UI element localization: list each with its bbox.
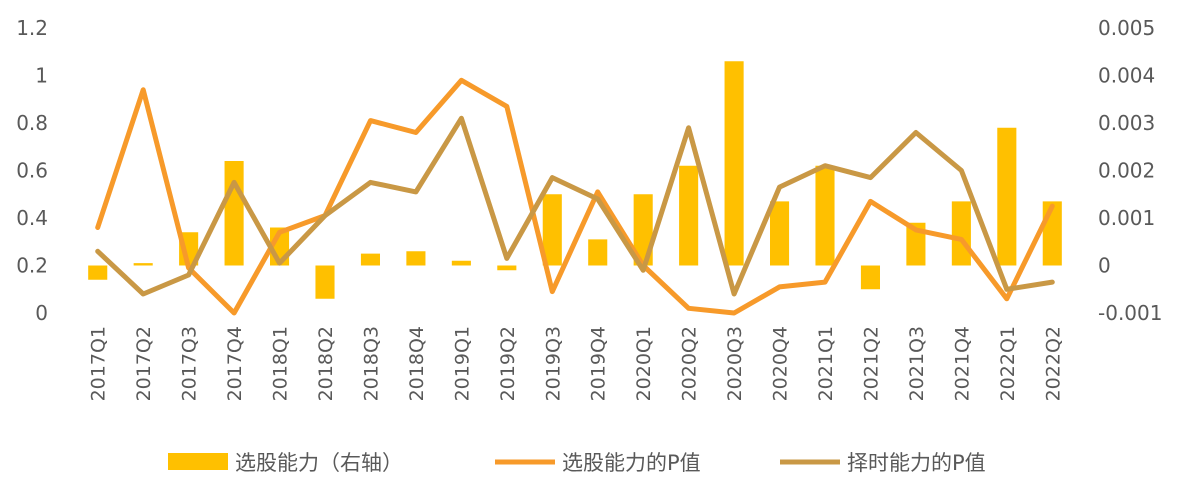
- bar: [497, 265, 517, 271]
- x-tick-label: 2020Q1: [633, 326, 655, 401]
- left-tick-label: 0.2: [16, 254, 48, 278]
- left-tick-label: 0.4: [16, 206, 48, 230]
- right-tick-label: 0.002: [1098, 159, 1155, 183]
- x-tick-label: 2022Q1: [997, 326, 1019, 401]
- legend-swatch-bar: [168, 453, 228, 470]
- x-tick-label: 2018Q2: [315, 326, 337, 401]
- bar: [951, 201, 971, 266]
- x-axis-ticks: 2017Q1 2017Q2 2017Q3 2017Q4 2018Q1 2018Q2 2018…: [88, 326, 1065, 401]
- left-tick-label: 1.2: [16, 16, 48, 40]
- bar: [133, 263, 153, 266]
- legend-label-line-2: 择时能力的P值: [847, 451, 986, 475]
- x-tick-label: 2020Q4: [770, 326, 792, 401]
- right-tick-label: 0.003: [1098, 111, 1155, 135]
- left-tick-label: 0.8: [16, 111, 48, 135]
- legend: 选股能力（右轴） 选股能力的P值 择时能力的P值: [168, 451, 986, 475]
- bar: [997, 127, 1017, 266]
- bar: [770, 201, 790, 266]
- x-tick-label: 2019Q1: [451, 326, 473, 401]
- x-tick-label: 2018Q1: [270, 326, 292, 401]
- x-tick-label: 2021Q3: [906, 326, 928, 401]
- x-tick-label: 2021Q4: [951, 326, 973, 401]
- bar: [224, 161, 244, 266]
- bar: [679, 165, 699, 266]
- bar: [542, 194, 562, 266]
- bar: [451, 260, 471, 266]
- x-tick-label: 2017Q4: [224, 326, 246, 401]
- bar: [88, 265, 108, 280]
- series-line-1: [95, 77, 1055, 316]
- x-tick-label: 2021Q1: [815, 326, 837, 401]
- right-tick-label: -0.001: [1098, 301, 1162, 325]
- x-tick-label: 2019Q2: [497, 326, 519, 401]
- x-tick-label: 2020Q2: [679, 326, 701, 401]
- legend-label-line-1: 选股能力的P值: [562, 451, 701, 475]
- left-tick-label: 1: [35, 64, 48, 88]
- left-tick-label: 0.6: [16, 159, 48, 183]
- left-axis-ticks: 0 0.2 0.4 0.6 0.8 1 1.2: [16, 16, 48, 325]
- x-tick-label: 2018Q3: [360, 326, 382, 401]
- x-tick-label: 2020Q3: [724, 326, 746, 401]
- legend-label-bar: 选股能力（右轴）: [235, 451, 403, 475]
- left-tick-label: 0: [35, 301, 48, 325]
- right-tick-label: 0.004: [1098, 64, 1155, 88]
- bar: [360, 253, 380, 266]
- x-tick-label: 2017Q1: [88, 326, 110, 401]
- right-tick-label: 0.001: [1098, 206, 1155, 230]
- x-tick-label: 2017Q3: [179, 326, 201, 401]
- bar: [315, 265, 335, 299]
- bar-series-stock-selection: [88, 61, 1062, 299]
- bar: [860, 265, 880, 290]
- bar: [815, 165, 835, 266]
- x-tick-label: 2022Q2: [1042, 326, 1064, 401]
- x-tick-label: 2018Q4: [406, 326, 428, 401]
- line-series-group: [95, 77, 1055, 316]
- x-tick-label: 2019Q3: [542, 326, 564, 401]
- bar: [588, 239, 608, 266]
- right-tick-label: 0: [1098, 254, 1111, 278]
- right-axis-ticks: -0.001 0 0.001 0.002 0.003 0.004 0.005: [1098, 16, 1162, 325]
- bar: [406, 251, 426, 266]
- right-tick-label: 0.005: [1098, 16, 1155, 40]
- bar: [724, 61, 744, 266]
- x-tick-label: 2017Q2: [133, 326, 155, 401]
- x-tick-label: 2021Q2: [860, 326, 882, 401]
- x-tick-label: 2019Q4: [588, 326, 610, 401]
- series-line-2: [95, 115, 1055, 297]
